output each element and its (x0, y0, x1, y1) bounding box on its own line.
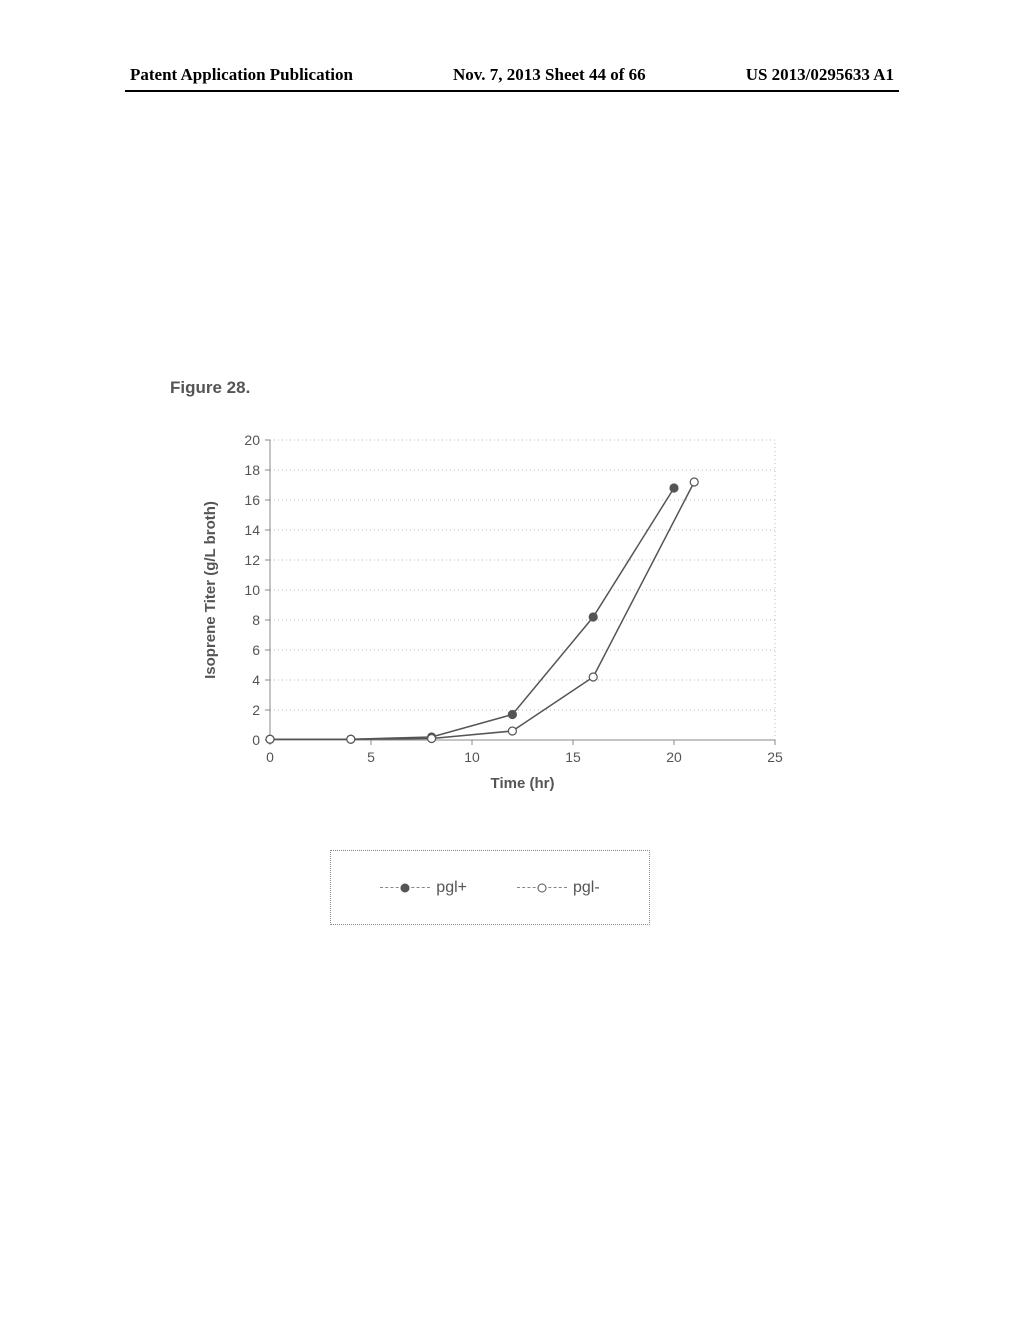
svg-text:15: 15 (565, 749, 581, 765)
svg-text:14: 14 (244, 522, 260, 538)
svg-text:Time (hr): Time (hr) (491, 775, 555, 792)
figure-label: Figure 28. (170, 378, 250, 398)
header-rule (125, 90, 899, 92)
svg-text:Isoprene Titer (g/L broth): Isoprene Titer (g/L broth) (202, 501, 219, 679)
svg-text:12: 12 (244, 552, 260, 568)
isoprene-titer-chart: 0 5 10 15 20 25 0 2 4 6 8 10 12 14 16 18 20 Time (hr) Isop… (190, 430, 790, 810)
open-circle-icon (538, 884, 547, 893)
header-center-text: Nov. 7, 2013 Sheet 44 of 66 (453, 65, 646, 85)
svg-text:20: 20 (244, 432, 260, 448)
svg-text:0: 0 (266, 749, 274, 765)
legend-line-icon (517, 887, 567, 888)
header-right-text: US 2013/0295633 A1 (746, 65, 894, 85)
svg-text:16: 16 (244, 492, 260, 508)
legend-line-icon (380, 887, 430, 888)
svg-text:10: 10 (244, 582, 260, 598)
svg-text:0: 0 (252, 732, 260, 748)
svg-text:8: 8 (252, 612, 260, 628)
legend-label: pgl- (573, 879, 600, 897)
header-left-text: Patent Application Publication (130, 65, 353, 85)
svg-text:18: 18 (244, 462, 260, 478)
chart-svg: 0 5 10 15 20 25 0 2 4 6 8 10 12 14 16 18 20 Time (hr) Isop… (190, 430, 790, 810)
svg-text:4: 4 (252, 672, 260, 688)
legend-label: pgl+ (436, 879, 467, 897)
svg-text:25: 25 (767, 749, 783, 765)
page-header: Patent Application Publication Nov. 7, 2… (0, 65, 1024, 85)
svg-text:2: 2 (252, 702, 260, 718)
filled-circle-icon (401, 884, 410, 893)
svg-text:5: 5 (367, 749, 375, 765)
svg-text:6: 6 (252, 642, 260, 658)
legend-item-pgl-minus: pgl- (517, 879, 600, 897)
legend-item-pgl-plus: pgl+ (380, 879, 467, 897)
svg-text:20: 20 (666, 749, 682, 765)
chart-legend: pgl+ pgl- (330, 850, 650, 925)
svg-text:10: 10 (464, 749, 480, 765)
